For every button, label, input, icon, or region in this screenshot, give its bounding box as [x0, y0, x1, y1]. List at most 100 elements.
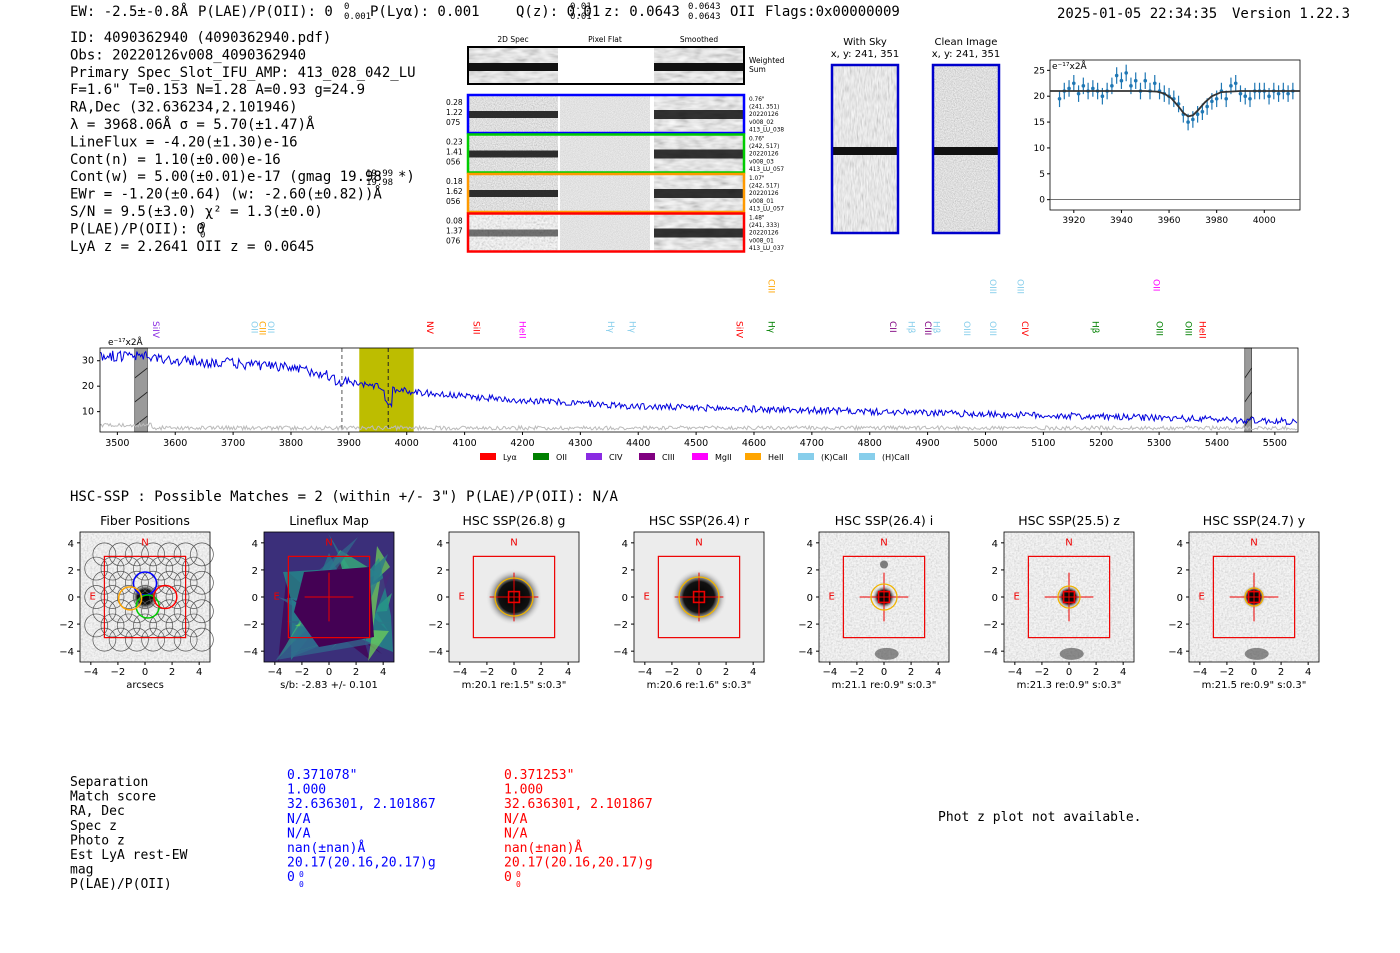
info-line: F=1.6" T=0.153 N=1.28 A=0.93 g=24.9: [70, 82, 365, 98]
header-plae: P(LAE)/P(OII): 0: [198, 4, 333, 20]
legend-swatch: [692, 453, 708, 460]
fiber-circle: [84, 585, 109, 609]
zoom-xtick-label: 3940: [1110, 216, 1133, 226]
match-label: Separation: [70, 775, 148, 790]
legend-label: (K)CaII: [821, 453, 848, 462]
spectrum-xtick-label: 3700: [221, 438, 245, 449]
row-right-label: (242, 517): [749, 184, 779, 190]
hsc-panel-title: HSC SSP(25.5) z: [1018, 513, 1120, 528]
fiber-circle: [125, 570, 149, 595]
fiber-circle: [157, 627, 182, 652]
hsc-xtick-label: 2: [908, 667, 914, 678]
header-z-sup: 0.0643: [688, 2, 721, 12]
emission-line-label: OII: [265, 321, 275, 333]
info-line: LyA z = 2.2641 OII z = 0.0645: [70, 239, 314, 255]
match-label: RA, Dec: [70, 804, 125, 819]
zoom-data-point: [1210, 99, 1214, 104]
header-qz: Q(z): 0.01: [516, 4, 600, 20]
col2-plae-sup: 0: [516, 870, 521, 879]
row-smoothed-trace: [654, 110, 744, 119]
with-sky-image: [830, 63, 900, 235]
emission-line-label: OIII: [1153, 321, 1163, 336]
cutout-col-title: Pixel Flat: [588, 35, 622, 44]
spectrum-xtick-label: 5500: [1263, 438, 1287, 449]
hsc-ytick-label: 2: [622, 566, 628, 577]
spectrum-xtick-label: 4800: [858, 438, 882, 449]
fiber-circle: [181, 613, 206, 638]
emission-line-label: CIV: [1019, 321, 1029, 337]
hsc-panel: HSC SSP(26.4) i N E −4 −4 −2 −2 0 0 2 2 4 4 m:21.1 re…: [798, 513, 950, 691]
zoom-xtick-label: 3960: [1158, 216, 1181, 226]
aperture-box: [657, 555, 741, 639]
fiber-circle: [84, 556, 109, 581]
row-left-label: 1.62: [446, 187, 463, 196]
match-col2-value: 1.000: [504, 783, 543, 798]
fiber-circle: [165, 585, 190, 609]
row-left-label: 056: [446, 158, 461, 167]
spectrum-legend: Lyα OII CIV CIII MgII HeII (K)CaII (H)CaII: [480, 453, 909, 462]
hsc-ytick-label: −4: [613, 647, 628, 658]
fiber-circle: [141, 599, 165, 624]
hsc-panel: HSC SSP(26.4) r N E −4 −4 −2 −2 0 0 2 2 4 4 m:20.6 re…: [613, 513, 765, 691]
gmag-tail: *): [398, 169, 415, 185]
zoom-ytick-label: 25: [1034, 66, 1045, 76]
hsc-image-panels: Fiber Positions N E −4 −4 −2 −2 0 0 2 2 4 4 arcsecs Li…: [59, 513, 1320, 691]
hsc-ytick-label: 2: [807, 566, 813, 577]
hsc-xtick-label: −2: [111, 667, 126, 678]
zoom-data-point: [1205, 104, 1209, 109]
hsc-ytick-label: −2: [613, 620, 628, 631]
spectrum-xtick-label: 4500: [684, 438, 708, 449]
hsc-xtick-label: 2: [1278, 667, 1284, 678]
match-label: Spec z: [70, 819, 117, 834]
row-left-label: 0.23: [446, 138, 463, 147]
match-label: mag: [70, 863, 93, 878]
zoom-data-point: [1067, 86, 1071, 91]
legend-label: (H)CaII: [882, 453, 909, 462]
row-right-label: 0.76": [749, 97, 765, 103]
compass-e: E: [458, 592, 464, 603]
legend-swatch: [586, 453, 602, 460]
row-frame: [466, 133, 746, 174]
hsc-ytick-label: −2: [59, 620, 74, 631]
info-plae-sub: 0: [200, 230, 205, 240]
spectrum-xtick-label: 4100: [453, 438, 477, 449]
hsc-ytick-label: 0: [622, 593, 628, 604]
row-left-label: 076: [446, 237, 461, 246]
emission-line-label: OII: [249, 321, 259, 333]
row-left-label: 0.08: [446, 217, 463, 226]
fiber-circle: [157, 570, 182, 595]
aperture-ring: [494, 577, 534, 617]
row-frame: [466, 212, 746, 253]
hsc-xtick-label: −4: [267, 667, 282, 678]
hsc-panel: HSC SSP(24.7) y N E −4 −4 −2 −2 0 0 2 2 4 4 m:21.5 re…: [1168, 513, 1320, 691]
fiber-highlight: [117, 586, 143, 611]
fiber-circle: [108, 627, 133, 652]
zoom-data-point: [1091, 86, 1095, 91]
hsc-ytick-label: −4: [428, 647, 443, 658]
hsc-xtick-label: −2: [850, 667, 865, 678]
masked-hatch: [1244, 367, 1253, 379]
zoom-data-point: [1243, 94, 1248, 99]
hsc-xtick-label: −2: [295, 667, 310, 678]
match-col1-value: 32.636301, 2.101867: [287, 797, 436, 812]
compass-n: N: [1250, 538, 1257, 549]
hsc-ytick-label: −2: [1168, 620, 1183, 631]
hsc-ytick-label: 2: [437, 566, 443, 577]
masked-hatch: [1244, 391, 1253, 403]
cutout-col-title: 2D Spec: [497, 35, 528, 44]
match-col1-value: nan(±nan)Å: [287, 840, 365, 856]
fiber-circle: [149, 613, 174, 638]
emission-line-label: CIII: [922, 321, 932, 335]
fiber-circle: [141, 570, 165, 595]
compass-n: N: [141, 538, 148, 549]
zoom-data-point: [1057, 96, 1062, 101]
spectrum-ytick-label: 20: [82, 381, 94, 392]
hsc-xtick-label: 0: [696, 667, 702, 678]
zoom-data-point: [1186, 120, 1190, 124]
zoom-data-point: [1233, 81, 1238, 86]
fiber-circle: [165, 556, 190, 581]
hsc-ytick-label: −2: [428, 620, 443, 631]
spectrum-xtick-label: 3500: [105, 438, 129, 449]
hsc-xtick-label: 4: [565, 667, 571, 678]
hsc-xtick-label: 0: [881, 667, 887, 678]
